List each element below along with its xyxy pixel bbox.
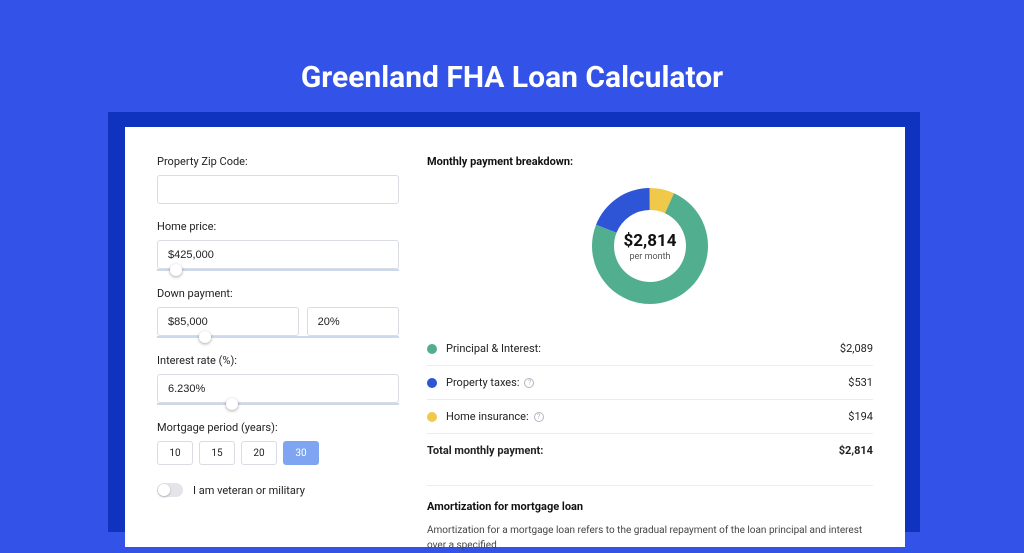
home-price-block: Home price: — [157, 220, 399, 271]
down-payment-amount-input[interactable] — [157, 307, 299, 336]
down-payment-label: Down payment: — [157, 287, 399, 300]
veteran-toggle-knob — [158, 484, 170, 496]
period-btn-30[interactable]: 30 — [283, 441, 319, 465]
legend-dot — [427, 378, 437, 388]
breakdown-value: $194 — [848, 410, 873, 423]
period-buttons: 10152030 — [157, 441, 399, 465]
interest-input[interactable] — [157, 374, 399, 403]
page-title: Greenland FHA Loan Calculator — [0, 60, 1024, 95]
breakdown-label: Property taxes:? — [446, 376, 848, 389]
home-price-input[interactable] — [157, 240, 399, 269]
veteran-label: I am veteran or military — [193, 484, 305, 497]
amortization-text: Amortization for a mortgage loan refers … — [427, 523, 873, 553]
breakdown-label: Home insurance:? — [446, 410, 848, 423]
veteran-row: I am veteran or military — [157, 483, 399, 497]
veteran-toggle[interactable] — [157, 483, 183, 497]
calculator-panel: Property Zip Code: Home price: Down paym… — [125, 127, 905, 547]
breakdown-label: Principal & Interest: — [446, 342, 840, 355]
period-block: Mortgage period (years): 10152030 — [157, 421, 399, 465]
period-btn-10[interactable]: 10 — [157, 441, 193, 465]
breakdown-row: Principal & Interest:$2,089 — [427, 332, 873, 365]
period-label: Mortgage period (years): — [157, 421, 399, 434]
breakdown-row: Home insurance:?$194 — [427, 399, 873, 433]
breakdown-value: $531 — [848, 376, 873, 389]
interest-block: Interest rate (%): — [157, 354, 399, 405]
donut-sub: per month — [629, 252, 670, 262]
donut-amount: $2,814 — [624, 231, 677, 251]
total-value: $2,814 — [839, 444, 873, 457]
info-icon[interactable]: ? — [534, 412, 544, 422]
info-icon[interactable]: ? — [524, 378, 534, 388]
total-label: Total monthly payment: — [427, 444, 839, 457]
down-payment-block: Down payment: — [157, 287, 399, 338]
interest-slider[interactable] — [157, 403, 399, 405]
zip-field-block: Property Zip Code: — [157, 155, 399, 204]
donut-chart: $2,814 per month — [586, 182, 714, 310]
interest-label: Interest rate (%): — [157, 354, 399, 367]
legend-dot — [427, 344, 437, 354]
breakdown-value: $2,089 — [840, 342, 873, 355]
home-price-slider[interactable] — [157, 269, 399, 271]
period-btn-15[interactable]: 15 — [199, 441, 235, 465]
home-price-label: Home price: — [157, 220, 399, 233]
breakdown-row: Property taxes:?$531 — [427, 365, 873, 399]
breakdown-column: Monthly payment breakdown: $2,814 per mo… — [427, 155, 873, 547]
down-payment-slider[interactable] — [157, 336, 399, 338]
home-price-slider-thumb[interactable] — [170, 264, 182, 276]
zip-label: Property Zip Code: — [157, 155, 399, 168]
interest-slider-thumb[interactable] — [226, 398, 238, 410]
total-row: Total monthly payment: $2,814 — [427, 433, 873, 467]
breakdown-title: Monthly payment breakdown: — [427, 155, 873, 168]
amortization-title: Amortization for mortgage loan — [427, 485, 873, 513]
donut-wrap: $2,814 per month — [427, 182, 873, 310]
form-column: Property Zip Code: Home price: Down paym… — [157, 155, 399, 547]
down-payment-slider-thumb[interactable] — [199, 331, 211, 343]
legend-dot — [427, 412, 437, 422]
down-payment-percent-input[interactable] — [307, 307, 399, 336]
period-btn-20[interactable]: 20 — [241, 441, 277, 465]
zip-input[interactable] — [157, 175, 399, 204]
